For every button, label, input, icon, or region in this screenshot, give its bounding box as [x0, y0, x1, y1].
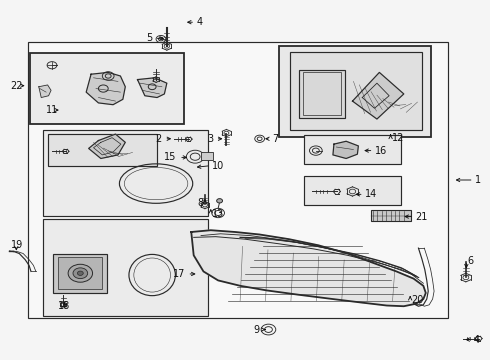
Bar [201, 152, 213, 160]
Text: 6: 6 [467, 256, 473, 266]
Text: 8: 8 [197, 198, 203, 208]
Text: 13: 13 [212, 209, 224, 219]
Polygon shape [86, 72, 125, 105]
Text: 4: 4 [196, 17, 202, 27]
Bar [27, 42, 448, 318]
Bar [30, 53, 184, 125]
Text: 5: 5 [146, 33, 152, 43]
Text: 4: 4 [474, 334, 480, 345]
Polygon shape [191, 230, 426, 306]
Text: 7: 7 [272, 134, 278, 144]
Bar [290, 51, 422, 130]
Circle shape [77, 271, 83, 275]
Polygon shape [39, 85, 51, 98]
Bar [43, 220, 208, 316]
Bar [304, 176, 401, 205]
Text: 19: 19 [10, 240, 23, 250]
Circle shape [217, 199, 222, 203]
Text: 16: 16 [374, 145, 387, 156]
Bar [371, 211, 411, 221]
Text: 18: 18 [58, 301, 71, 311]
Bar [58, 257, 102, 289]
Bar [43, 130, 208, 216]
Text: 2: 2 [156, 134, 162, 144]
Polygon shape [352, 72, 404, 119]
Text: 14: 14 [365, 189, 377, 199]
Circle shape [73, 268, 88, 279]
Text: 3: 3 [207, 134, 213, 144]
Bar [48, 134, 157, 166]
Bar [53, 253, 107, 293]
Bar [303, 72, 341, 115]
Text: 17: 17 [173, 269, 185, 279]
Polygon shape [138, 78, 167, 98]
Text: 20: 20 [411, 295, 423, 305]
Bar [279, 45, 431, 137]
Text: 22: 22 [10, 81, 23, 91]
Text: 21: 21 [415, 212, 427, 221]
Polygon shape [333, 141, 358, 158]
Text: 9: 9 [253, 325, 260, 334]
Text: 12: 12 [392, 133, 404, 143]
Bar [299, 69, 345, 118]
Circle shape [68, 264, 93, 282]
Text: 10: 10 [212, 161, 224, 171]
Bar [304, 135, 401, 164]
Text: 11: 11 [46, 105, 58, 115]
Text: 1: 1 [475, 175, 481, 185]
Text: 15: 15 [164, 152, 176, 162]
Polygon shape [89, 134, 125, 158]
